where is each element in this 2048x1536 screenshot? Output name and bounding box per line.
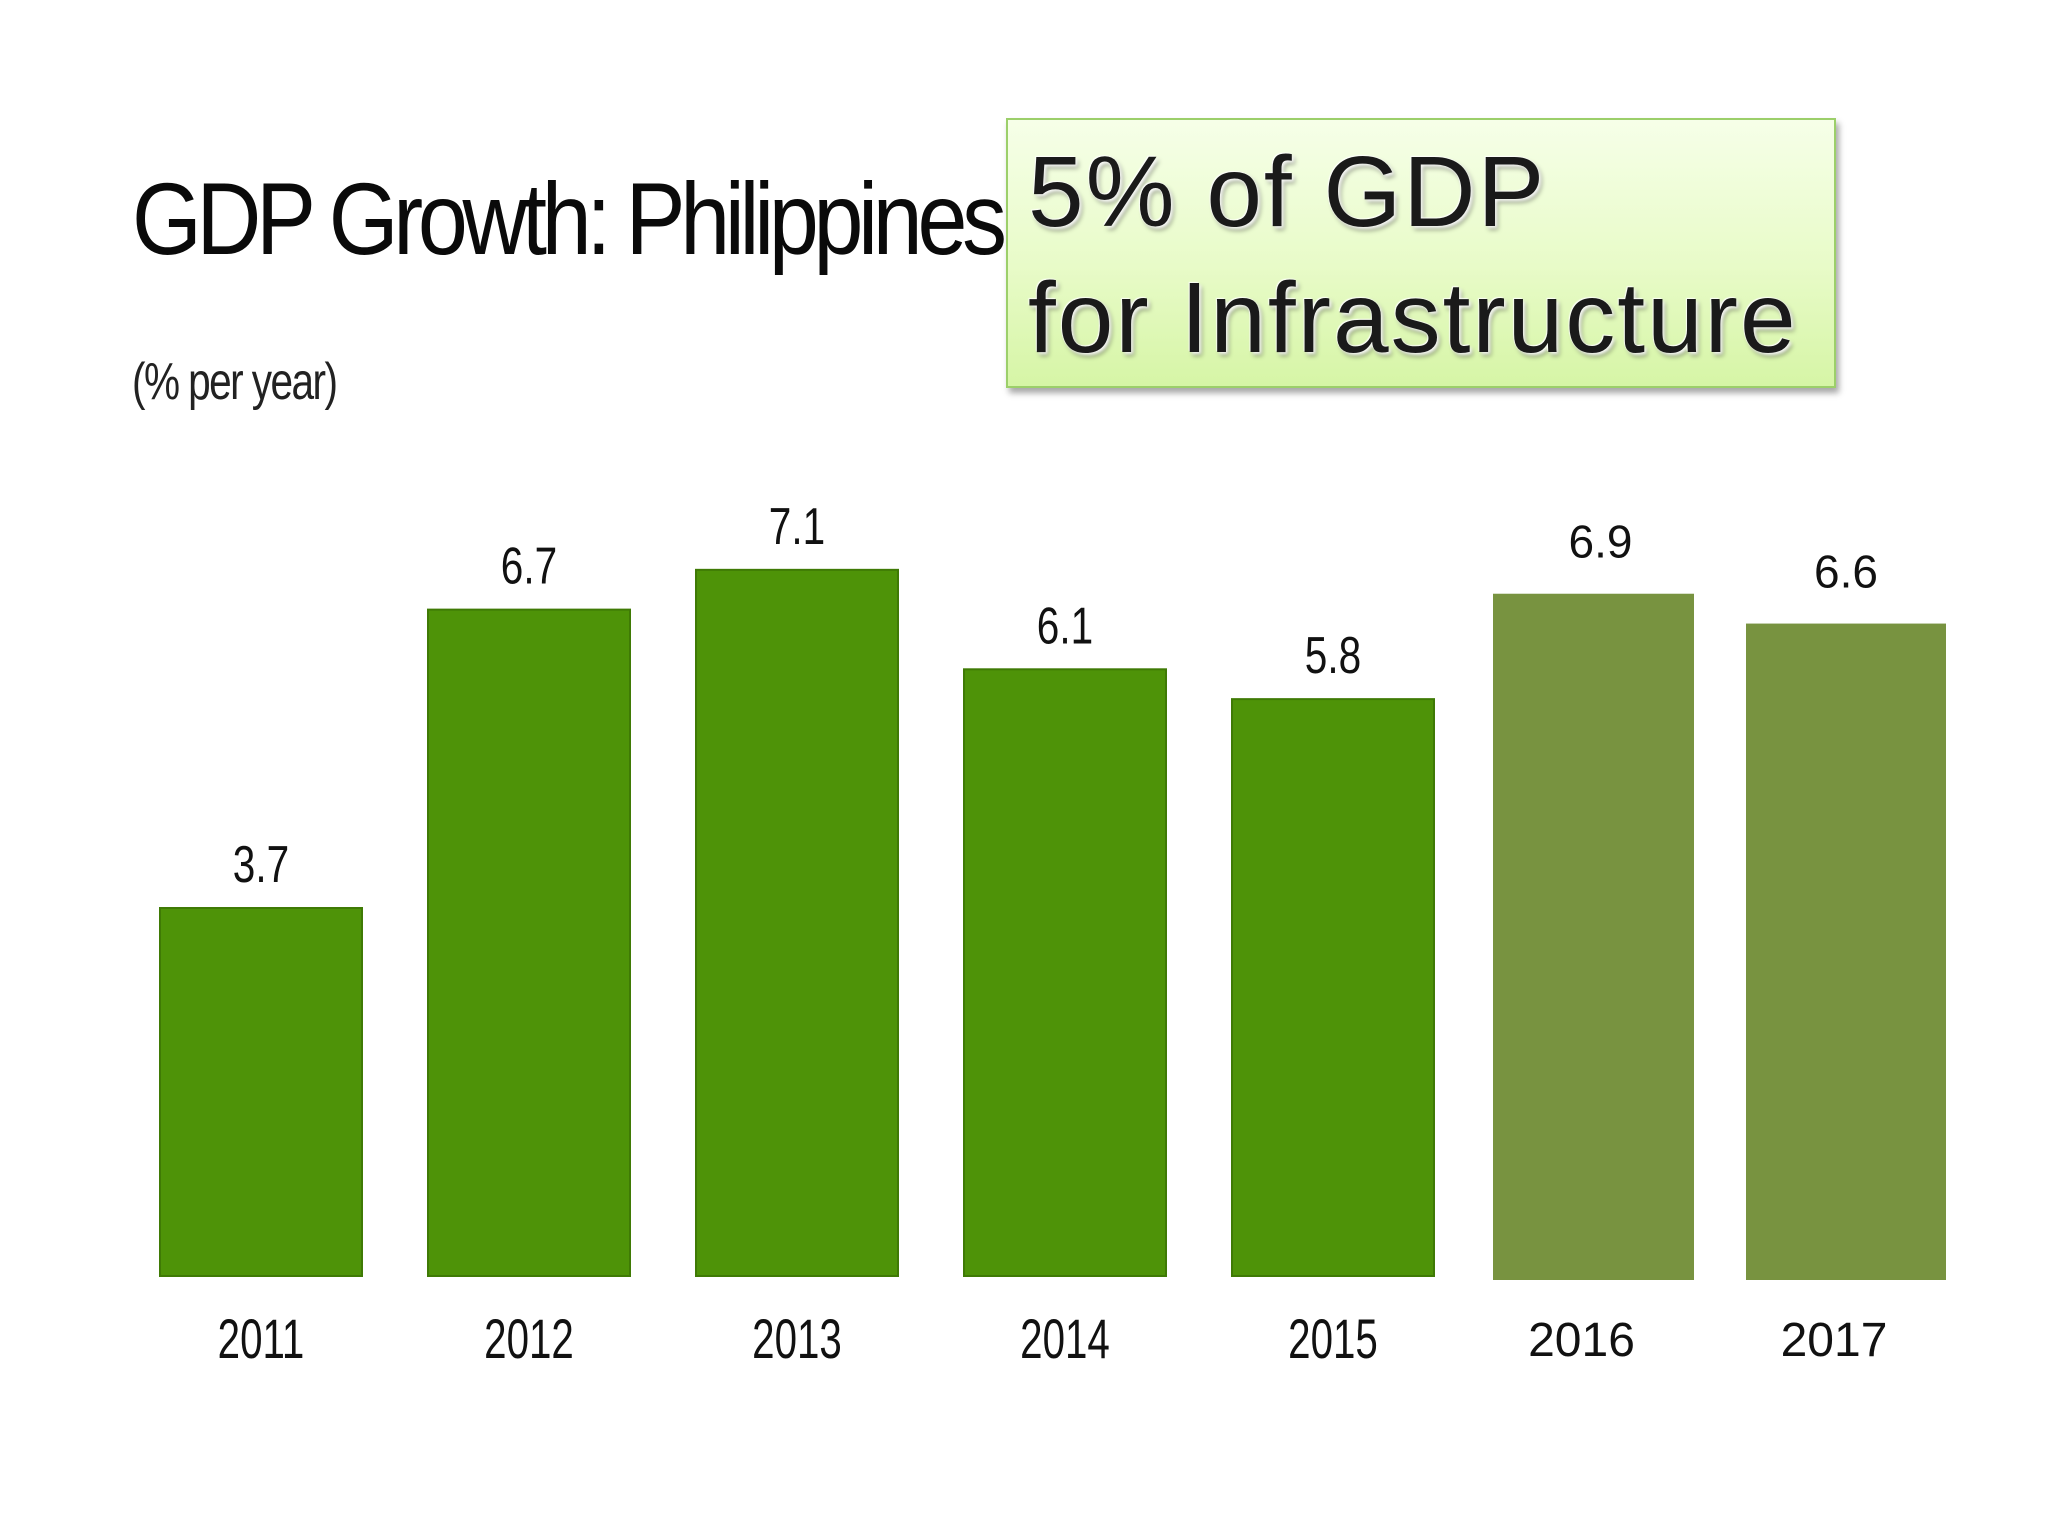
category-label-2014: 2014 — [1020, 1309, 1110, 1371]
bar-2012 — [427, 608, 631, 1277]
value-label-2013: 7.1 — [769, 497, 825, 555]
value-label-2017: 6.6 — [1814, 546, 1878, 598]
value-label-2011: 3.7 — [233, 835, 289, 893]
infrastructure-callout-box: 5% of GDP for Infrastructure — [1006, 118, 1836, 388]
value-label-2015: 5.8 — [1305, 626, 1361, 684]
category-label-2017: 2017 — [1781, 1314, 1888, 1367]
bar-2016 — [1493, 593, 1694, 1280]
chart-subtitle: (% per year) — [132, 353, 338, 411]
value-label-2012: 6.7 — [501, 537, 557, 595]
bar-2014 — [963, 668, 1167, 1277]
value-label-2016: 6.9 — [1569, 516, 1633, 568]
callout-line-2: for Infrastructure — [1028, 262, 1798, 374]
category-label-2011: 2011 — [218, 1309, 305, 1371]
category-label-2012: 2012 — [484, 1309, 574, 1371]
value-label-2014: 6.1 — [1037, 596, 1093, 654]
chart-title: GDP Growth: Philippines — [132, 162, 1007, 276]
callout-line-1: 5% of GDP — [1028, 136, 1547, 248]
bar-2017 — [1746, 623, 1946, 1280]
bar-2015 — [1231, 698, 1435, 1277]
bar-2011 — [159, 907, 363, 1277]
category-label-2013: 2013 — [752, 1309, 842, 1371]
bar-2013 — [695, 568, 899, 1277]
category-label-2015: 2015 — [1288, 1309, 1378, 1371]
category-label-2016: 2016 — [1528, 1314, 1635, 1367]
